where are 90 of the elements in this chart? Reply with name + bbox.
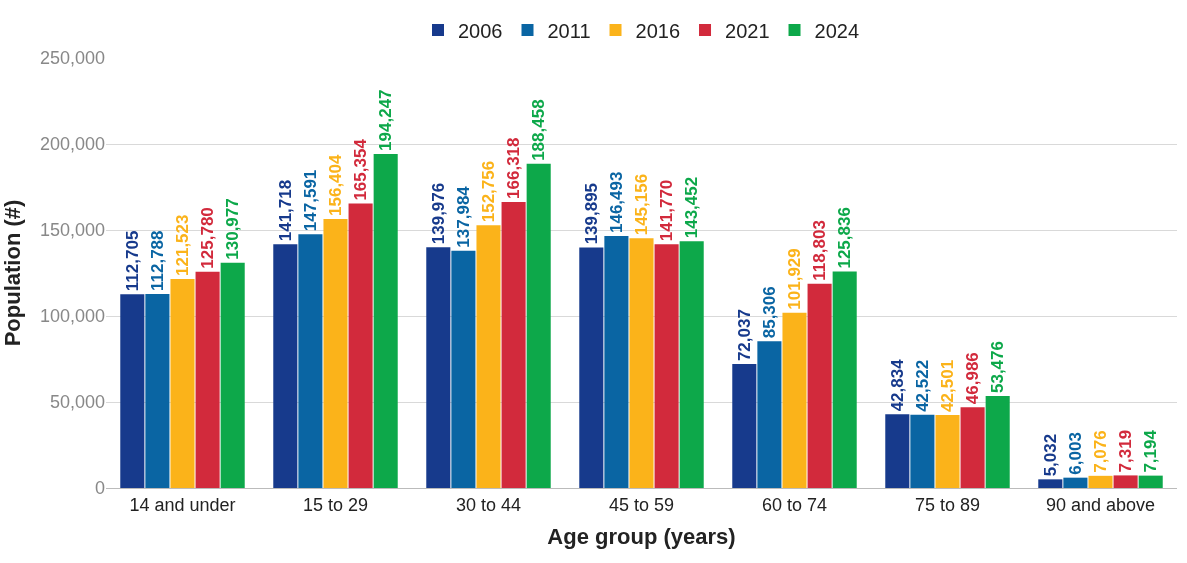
bar [526, 163, 551, 488]
legend-label: 2024 [814, 19, 860, 42]
bar [220, 262, 245, 488]
data-label: 85,306 [759, 286, 779, 339]
bar [1063, 477, 1088, 488]
data-label: 137,984 [453, 185, 473, 248]
data-label: 7,076 [1091, 430, 1110, 473]
data-label: 101,929 [785, 248, 804, 310]
bar [170, 278, 195, 488]
bar [807, 283, 832, 488]
bar [732, 364, 757, 488]
legend-label: 2021 [725, 19, 770, 42]
data-label: 147,591 [300, 169, 320, 232]
y-tick-label: 100,000 [39, 306, 105, 327]
bar [679, 241, 704, 488]
data-label: 6,003 [1065, 432, 1085, 475]
data-label: 125,780 [198, 207, 218, 269]
data-label: 125,836 [835, 207, 855, 269]
bar [273, 244, 298, 488]
data-label: 141,718 [275, 179, 295, 242]
bar [373, 153, 398, 488]
data-label: 139,895 [581, 182, 601, 245]
data-label: 188,458 [529, 99, 549, 161]
y-tick-label: 250,000 [39, 48, 105, 69]
bar [885, 414, 910, 488]
bar [985, 396, 1010, 488]
data-label: 42,501 [938, 359, 957, 412]
bar [1138, 475, 1163, 488]
x-tick-label: 14 and under [129, 494, 236, 515]
data-label: 152,756 [479, 160, 498, 223]
bar [323, 218, 348, 488]
data-label: 146,493 [606, 171, 626, 234]
y-axis-title: Population (#) [0, 199, 25, 347]
data-label: 118,803 [810, 220, 830, 281]
bar [757, 341, 782, 488]
data-label: 53,476 [988, 341, 1008, 394]
bar [654, 244, 679, 488]
bar [501, 201, 526, 488]
x-tick-label: 45 to 59 [608, 494, 675, 515]
data-label: 42,522 [912, 359, 932, 412]
bar [960, 407, 985, 488]
bar [145, 294, 170, 488]
bar [629, 238, 654, 488]
bar [935, 414, 960, 488]
x-tick-label: 30 to 44 [455, 494, 522, 515]
data-label: 139,976 [428, 182, 448, 245]
data-label: 112,788 [147, 230, 167, 291]
data-label: 165,354 [351, 138, 371, 201]
data-label: 130,977 [223, 198, 243, 260]
data-label: 194,247 [376, 89, 396, 151]
data-label: 121,523 [173, 214, 192, 276]
bar [476, 225, 501, 488]
bar [1088, 475, 1113, 488]
y-tick-label: 50,000 [49, 392, 105, 413]
bar [298, 234, 323, 488]
data-label: 141,770 [657, 179, 677, 242]
x-tick-label: 60 to 74 [761, 494, 828, 515]
bar [910, 414, 935, 488]
legend-label: 2011 [547, 19, 591, 42]
data-label: 7,194 [1141, 429, 1161, 473]
bar [120, 294, 145, 488]
data-label: 166,318 [504, 137, 524, 199]
data-label: 112,705 [122, 230, 142, 292]
data-label: 5,032 [1040, 433, 1060, 477]
data-label: 145,156 [632, 173, 651, 236]
data-label: 156,404 [326, 153, 345, 216]
bar [451, 250, 476, 488]
y-tick-label: 150,000 [39, 220, 105, 241]
bar [1113, 475, 1138, 488]
bar [1038, 479, 1063, 488]
x-tick-label: 75 to 89 [914, 494, 981, 515]
x-tick-label: 15 to 29 [302, 494, 369, 515]
data-label: 46,986 [963, 352, 983, 405]
y-tick-label: 0 [94, 478, 105, 499]
legend-label: 2006 [458, 19, 503, 42]
data-label: 143,452 [682, 176, 702, 239]
legend-label: 2016 [635, 19, 681, 42]
data-label: 42,834 [887, 358, 907, 412]
data-label: 72,037 [734, 309, 754, 362]
y-tick-label: 200,000 [39, 134, 105, 155]
data-label: 7,319 [1116, 429, 1136, 473]
bar [782, 312, 807, 488]
x-tick-label: 90 and above [1045, 494, 1156, 515]
bar [832, 271, 857, 488]
bar [604, 236, 629, 488]
x-axis-title: Age group (years) [547, 524, 736, 550]
bar [348, 203, 373, 488]
bar [579, 247, 604, 488]
bar [426, 247, 451, 488]
bar [195, 271, 220, 488]
